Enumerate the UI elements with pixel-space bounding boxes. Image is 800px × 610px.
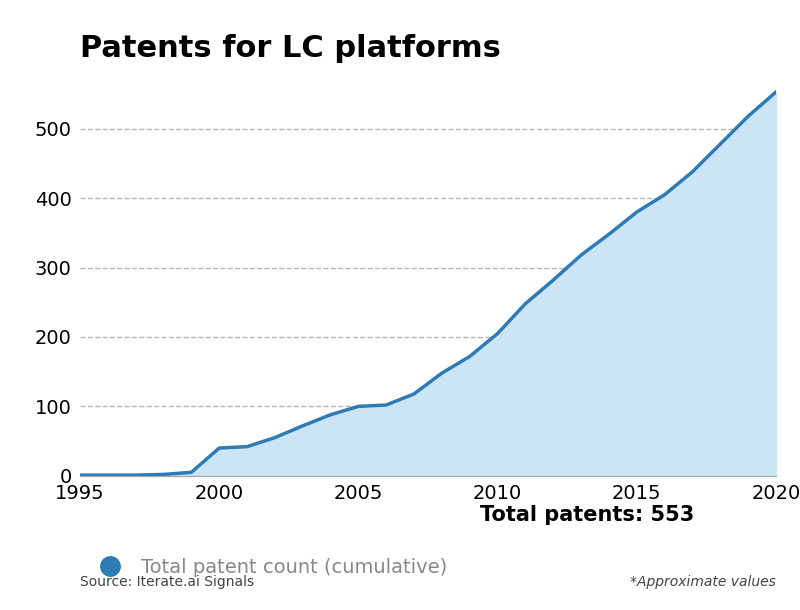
Text: Total patents: 553: Total patents: 553	[480, 506, 694, 525]
Text: Source: Iterate.ai Signals: Source: Iterate.ai Signals	[80, 575, 254, 589]
Text: Patents for LC platforms: Patents for LC platforms	[80, 34, 501, 63]
Text: *Approximate values: *Approximate values	[630, 575, 776, 589]
Legend: Total patent count (cumulative): Total patent count (cumulative)	[82, 550, 455, 584]
